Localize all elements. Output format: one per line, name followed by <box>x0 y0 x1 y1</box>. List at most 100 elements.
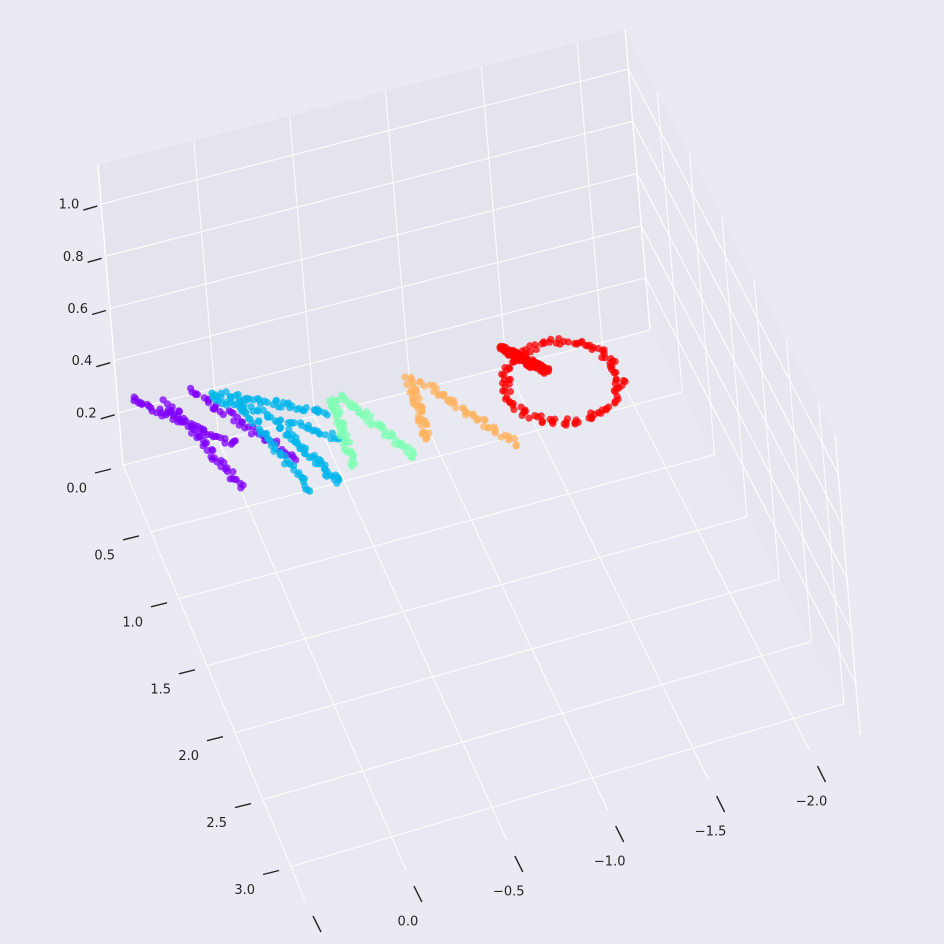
floor-gridline-x <box>505 366 710 781</box>
y-tick-label: 1.0 <box>122 615 143 630</box>
back-gridline-z <box>118 277 646 414</box>
scatter-point <box>221 439 229 447</box>
scatter-point <box>219 411 227 419</box>
y-tick-mark <box>206 736 224 742</box>
scatter-point <box>422 420 431 428</box>
back-gridline-z <box>114 225 642 362</box>
scatter-point <box>315 429 323 438</box>
floor-gridline-x <box>410 391 609 811</box>
scatter-point <box>249 419 257 427</box>
scatter-point <box>605 403 613 411</box>
cluster-3 <box>326 391 418 470</box>
cluster-2 <box>208 388 345 495</box>
side-gridline-z <box>636 173 848 579</box>
y-tick-mark <box>234 802 252 809</box>
pane-edge <box>834 434 861 736</box>
scatter-point <box>505 380 513 388</box>
scatter-point <box>323 411 331 419</box>
scatter-point <box>532 345 540 354</box>
pane-edge <box>624 29 651 331</box>
z-tick-label: 0.6 <box>67 302 88 317</box>
side-pane <box>625 30 860 735</box>
scatter-point <box>562 418 570 426</box>
scatter-point <box>408 454 417 462</box>
scatter-point <box>452 404 460 412</box>
back-gridline-x <box>193 140 220 441</box>
scatter-point <box>520 408 528 417</box>
scatter-point <box>188 429 196 437</box>
scatter-point <box>332 397 340 405</box>
scatter-point <box>537 412 545 420</box>
x-tick-mark <box>413 885 423 903</box>
floor-gridline-x <box>314 415 508 841</box>
x-tick-mark <box>312 915 322 933</box>
x-tick-label: 0.0 <box>398 915 419 930</box>
scatter-point <box>420 382 428 390</box>
scatter-point <box>223 467 231 476</box>
x-tick-mark <box>816 765 827 783</box>
scatter-point <box>473 416 481 424</box>
scatter-point <box>525 414 533 422</box>
scatter-point <box>531 412 539 420</box>
side-gridline-z <box>645 277 857 684</box>
scatter-point <box>256 430 264 438</box>
scatter-point <box>367 421 375 429</box>
scatter-point <box>333 479 341 487</box>
scatter-point <box>571 339 579 348</box>
scatter-point <box>540 339 548 347</box>
scatter-point <box>222 388 230 396</box>
scatter-point <box>481 416 489 424</box>
scatter-point <box>501 387 509 395</box>
scatter-point <box>418 407 426 415</box>
scatter-point <box>509 399 517 408</box>
scatter-point <box>612 376 620 384</box>
floor-gridline-x <box>218 440 407 871</box>
z-tick-label: 0.2 <box>76 406 97 421</box>
scatter-point <box>260 397 268 405</box>
scatter-point <box>512 442 520 450</box>
side-gridline-y <box>818 403 845 704</box>
scatter-point <box>506 388 514 396</box>
floor-gridline-y <box>122 329 651 466</box>
y-tick-mark <box>122 535 140 541</box>
side-gridline-y <box>689 154 716 455</box>
scatter-point <box>409 447 417 455</box>
scatter-point <box>204 399 213 407</box>
side-gridline-y <box>656 92 683 393</box>
cluster-5 <box>496 335 629 429</box>
back-gridline-x <box>385 91 411 392</box>
scatter-point <box>548 417 556 425</box>
y-tick-mark <box>178 669 196 675</box>
side-gridline-z <box>627 68 839 475</box>
scatter-point <box>504 435 512 443</box>
z-tick-mark <box>91 309 107 316</box>
back-gridline-z <box>109 173 638 309</box>
scatter-point <box>574 418 582 426</box>
x-tick-label: −2.0 <box>796 795 828 810</box>
scatter-point <box>401 373 409 381</box>
x-tick-mark <box>514 855 524 873</box>
scatter-point <box>239 481 247 489</box>
scatter-point <box>235 421 243 429</box>
y-tick-label: 1.5 <box>150 682 171 697</box>
z-tick-mark <box>87 257 102 263</box>
x-tick-mark <box>615 825 625 843</box>
scatter-point <box>193 390 201 398</box>
x-tick-label: −0.5 <box>493 885 525 900</box>
scatter-point <box>255 418 263 426</box>
floor-gridline-y <box>290 703 844 867</box>
scatter-point <box>304 486 312 494</box>
scatter-point <box>497 433 505 441</box>
axis-panes <box>98 30 860 900</box>
scatter-point <box>276 424 284 432</box>
z-tick-mark <box>96 362 111 368</box>
floor-gridline-x <box>122 464 306 901</box>
scatter-point <box>333 412 341 420</box>
scatter-point <box>292 456 300 464</box>
scatter-point <box>270 447 278 455</box>
scatter-point <box>277 403 285 411</box>
scatter-point <box>498 370 506 378</box>
scatter-point <box>301 444 310 452</box>
y-tick-label: 3.0 <box>234 883 255 898</box>
